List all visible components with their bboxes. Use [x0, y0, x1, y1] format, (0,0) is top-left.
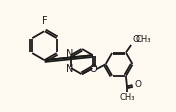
- Text: CH₃: CH₃: [119, 93, 135, 102]
- Text: O: O: [134, 80, 141, 89]
- Text: CH₃: CH₃: [135, 35, 151, 44]
- Text: O: O: [90, 64, 98, 74]
- Text: N: N: [66, 64, 74, 74]
- Text: N: N: [66, 50, 74, 59]
- Text: F: F: [42, 16, 47, 26]
- Text: O: O: [132, 35, 139, 44]
